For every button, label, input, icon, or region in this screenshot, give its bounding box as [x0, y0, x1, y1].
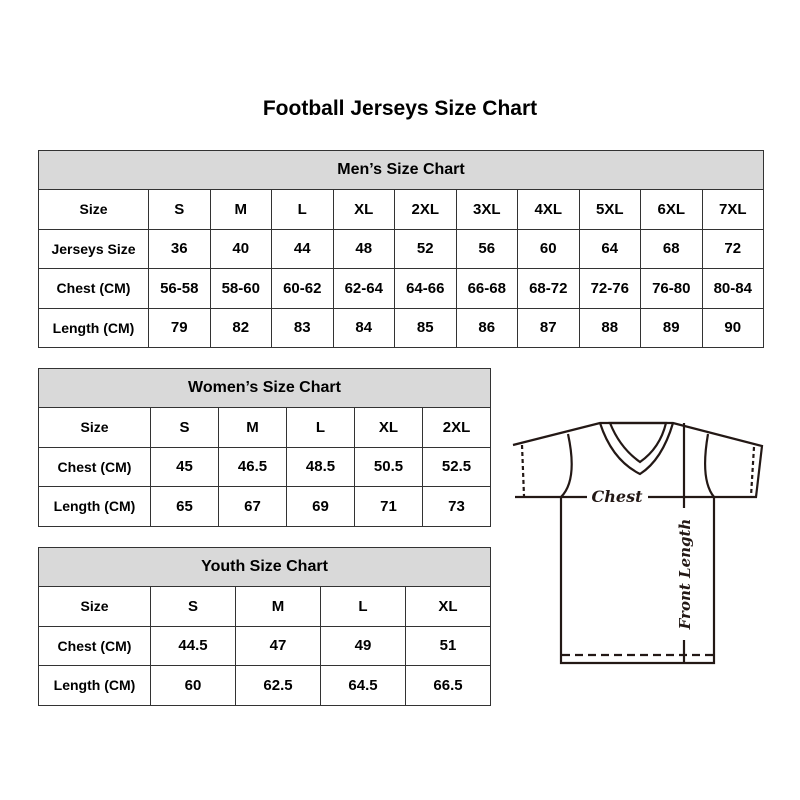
- table-cell: 64-66: [394, 268, 457, 309]
- table-cell: 71: [354, 486, 423, 527]
- table-caption: Women’s Size Chart: [38, 368, 491, 408]
- table-row: Size S M L XL 2XL: [38, 407, 491, 448]
- table-row: Chest (CM) 44.5 47 49 51: [38, 625, 491, 666]
- table-cell: XL: [332, 189, 395, 230]
- row-label: Length (CM): [38, 665, 151, 706]
- row-label: Chest (CM): [38, 625, 151, 666]
- table-cell: 36: [148, 228, 211, 269]
- table-cell: 60: [517, 228, 580, 269]
- table-cell: S: [150, 407, 219, 448]
- table-cell: 72: [701, 228, 764, 269]
- table-row: Length (CM) 79 82 83 84 85 86 87 88 89 90: [38, 307, 764, 348]
- table-cell: L: [271, 189, 334, 230]
- table-cell: 60: [150, 665, 236, 706]
- table-cell: 49: [320, 625, 406, 666]
- table-cell: 84: [332, 307, 395, 348]
- table-cell: 47: [235, 625, 321, 666]
- row-label: Chest (CM): [38, 268, 149, 309]
- table-cell: XL: [354, 407, 423, 448]
- table-cell: 76-80: [640, 268, 703, 309]
- jersey-diagram-icon: Chest Front Length: [512, 421, 764, 665]
- row-label: Chest (CM): [38, 446, 151, 487]
- table-cell: 52.5: [422, 446, 491, 487]
- table-cell: 65: [150, 486, 219, 527]
- table-cell: 44: [271, 228, 334, 269]
- table-cell: 7XL: [701, 189, 764, 230]
- table-cell: M: [218, 407, 287, 448]
- table-cell: 62.5: [235, 665, 321, 706]
- table-row: Size S M L XL 2XL 3XL 4XL 5XL 6XL 7XL: [38, 189, 764, 230]
- table-cell: 44.5: [150, 625, 236, 666]
- row-label: Jerseys Size: [38, 228, 149, 269]
- mens-size-table: Men’s Size Chart Size S M L XL 2XL 3XL 4XL 5XL 6XL…: [38, 150, 764, 348]
- row-label: Size: [38, 189, 149, 230]
- table-row: Length (CM) 65 67 69 71 73: [38, 486, 491, 527]
- table-cell: 73: [422, 486, 491, 527]
- table-cell: M: [235, 586, 321, 627]
- table-cell: 66.5: [405, 665, 491, 706]
- chest-label: Chest: [592, 487, 644, 506]
- table-cell: 69: [286, 486, 355, 527]
- table-cell: 72-76: [578, 268, 641, 309]
- table-caption: Youth Size Chart: [38, 547, 491, 587]
- youth-size-table: Youth Size Chart Size S M L XL Chest (CM) 44.5 4…: [38, 547, 491, 706]
- table-cell: 56: [455, 228, 518, 269]
- table-cell: 2XL: [422, 407, 491, 448]
- front-length-label: Front Length: [676, 519, 694, 631]
- table-cell: 4XL: [517, 189, 580, 230]
- table-cell: 40: [209, 228, 272, 269]
- table-caption: Men’s Size Chart: [38, 150, 764, 190]
- table-row: Chest (CM) 45 46.5 48.5 50.5 52.5: [38, 446, 491, 487]
- table-cell: 45: [150, 446, 219, 487]
- table-cell: 82: [209, 307, 272, 348]
- table-cell: 68-72: [517, 268, 580, 309]
- table-cell: 51: [405, 625, 491, 666]
- table-row: Size S M L XL: [38, 586, 491, 627]
- row-label: Size: [38, 586, 151, 627]
- row-label: Length (CM): [38, 307, 149, 348]
- table-row: Jerseys Size 36 40 44 48 52 56 60 64 68 72: [38, 228, 764, 269]
- table-cell: 67: [218, 486, 287, 527]
- table-cell: 3XL: [455, 189, 518, 230]
- table-cell: 86: [455, 307, 518, 348]
- table-cell: 87: [517, 307, 580, 348]
- table-cell: 66-68: [455, 268, 518, 309]
- table-cell: 2XL: [394, 189, 457, 230]
- table-cell: 85: [394, 307, 457, 348]
- table-cell: L: [320, 586, 406, 627]
- table-cell: 80-84: [701, 268, 764, 309]
- womens-size-table: Women’s Size Chart Size S M L XL 2XL Chest (CM)…: [38, 368, 491, 527]
- page-title: Football Jerseys Size Chart: [262, 97, 538, 120]
- table-cell: 48.5: [286, 446, 355, 487]
- table-row: Length (CM) 60 62.5 64.5 66.5: [38, 665, 491, 706]
- table-cell: 62-64: [332, 268, 395, 309]
- table-row: Chest (CM) 56-58 58-60 60-62 62-64 64-66 66-68…: [38, 268, 764, 309]
- table-cell: 46.5: [218, 446, 287, 487]
- row-label: Size: [38, 407, 151, 448]
- table-cell: 50.5: [354, 446, 423, 487]
- table-cell: 5XL: [578, 189, 641, 230]
- table-cell: 64: [578, 228, 641, 269]
- table-cell: 89: [640, 307, 703, 348]
- table-cell: 56-58: [148, 268, 211, 309]
- table-cell: 83: [271, 307, 334, 348]
- table-cell: L: [286, 407, 355, 448]
- table-cell: 79: [148, 307, 211, 348]
- table-cell: XL: [405, 586, 491, 627]
- table-cell: 64.5: [320, 665, 406, 706]
- row-label: Length (CM): [38, 486, 151, 527]
- table-cell: 60-62: [271, 268, 334, 309]
- table-cell: 52: [394, 228, 457, 269]
- table-cell: S: [148, 189, 211, 230]
- table-cell: 6XL: [640, 189, 703, 230]
- table-cell: 68: [640, 228, 703, 269]
- table-cell: M: [209, 189, 272, 230]
- table-cell: 58-60: [209, 268, 272, 309]
- table-cell: S: [150, 586, 236, 627]
- table-cell: 90: [701, 307, 764, 348]
- table-cell: 88: [578, 307, 641, 348]
- table-cell: 48: [332, 228, 395, 269]
